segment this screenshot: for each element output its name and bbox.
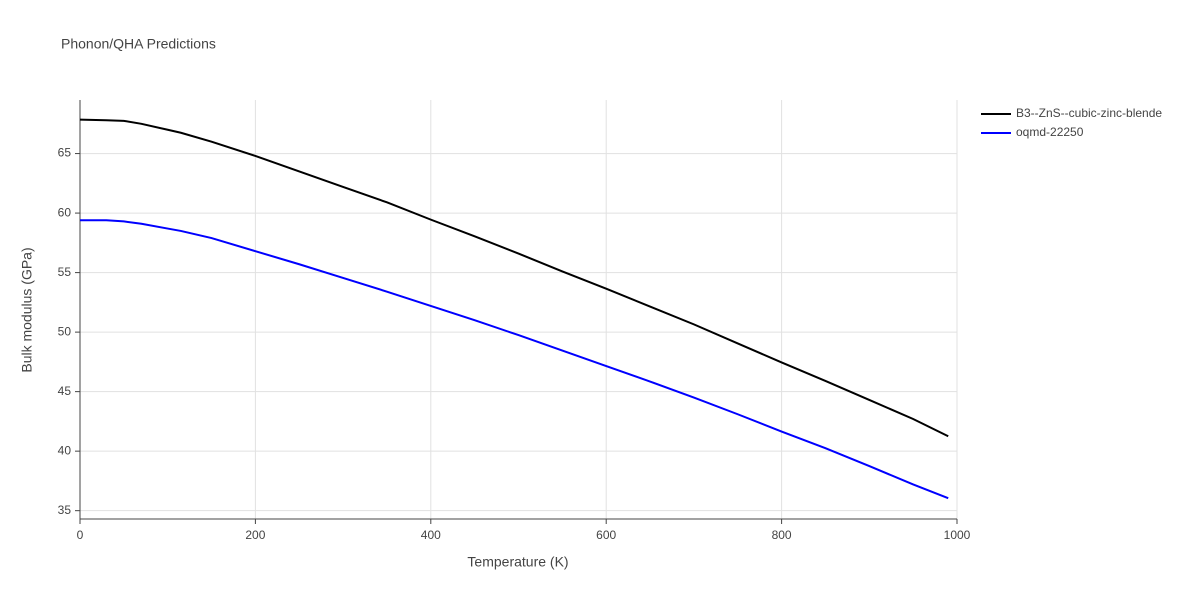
y-tick-label: 60 bbox=[58, 205, 72, 219]
y-tick-label: 35 bbox=[58, 503, 72, 517]
x-axis-label: Temperature (K) bbox=[467, 554, 568, 570]
y-axis-label: Bulk modulus (GPa) bbox=[19, 247, 35, 372]
x-tick-label: 0 bbox=[77, 528, 84, 542]
y-tick-label: 45 bbox=[58, 384, 72, 398]
y-tick-label: 65 bbox=[58, 146, 72, 160]
x-tick-label: 600 bbox=[596, 528, 616, 542]
series-line bbox=[79, 118, 949, 438]
legend-label[interactable]: oqmd-22250 bbox=[1016, 125, 1084, 139]
x-tick-label: 800 bbox=[772, 528, 792, 542]
chart-title: Phonon/QHA Predictions bbox=[61, 36, 216, 52]
legend-label[interactable]: B3--ZnS--cubic-zinc-blende bbox=[1016, 106, 1162, 120]
y-tick-label: 40 bbox=[58, 443, 72, 457]
series-line bbox=[80, 219, 949, 500]
y-tick-label: 55 bbox=[58, 265, 72, 279]
x-tick-label: 1000 bbox=[944, 528, 971, 542]
x-tick-label: 200 bbox=[245, 528, 265, 542]
x-tick-label: 400 bbox=[421, 528, 441, 542]
y-tick-label: 50 bbox=[58, 324, 72, 338]
